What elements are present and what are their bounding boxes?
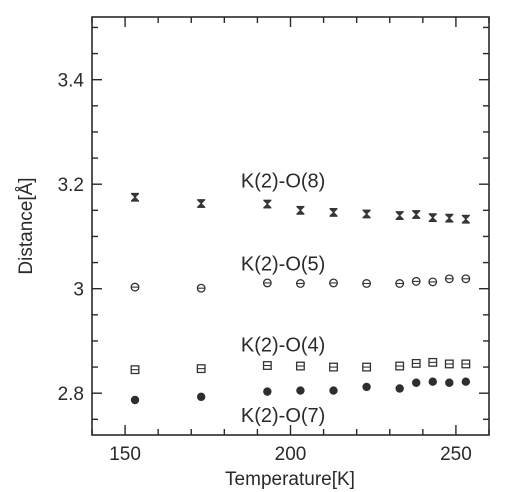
- data-point: [362, 362, 372, 372]
- data-point: [196, 392, 206, 402]
- data-point: [329, 208, 338, 217]
- data-point: [130, 395, 140, 405]
- data-point: [362, 382, 371, 392]
- data-point: [461, 359, 471, 369]
- data-points: [130, 192, 471, 405]
- x-tick-label: 250: [440, 444, 472, 465]
- data-point: [428, 277, 438, 287]
- data-point: [130, 365, 140, 375]
- y-tick-label: 3: [73, 280, 84, 301]
- x-axis-label: Temperature[K]: [225, 469, 355, 490]
- data-point: [412, 210, 421, 219]
- series-label: K(2)-O(5): [241, 254, 325, 276]
- data-point: [130, 282, 140, 292]
- data-point: [262, 278, 272, 288]
- data-point: [263, 387, 272, 396]
- series-label: K(2)-O(7): [241, 405, 325, 427]
- data-point: [395, 384, 404, 393]
- data-point: [295, 279, 305, 288]
- data-point: [329, 278, 338, 288]
- series-labels: K(2)-O(8) K(2)-O(5) K(2)-O(4) K(2)-O(7): [241, 171, 325, 428]
- plot-frame: [91, 16, 490, 436]
- y-tick-label: 2.8: [58, 384, 84, 405]
- data-point: [461, 274, 471, 284]
- data-point: [461, 377, 471, 386]
- data-point: [428, 213, 437, 223]
- data-point: [295, 361, 305, 371]
- data-point: [296, 205, 305, 215]
- data-point: [428, 357, 438, 367]
- series-label: K(2)-O(8): [241, 171, 325, 193]
- data-point: [196, 283, 206, 293]
- data-point: [296, 386, 305, 395]
- data-point: [412, 378, 421, 387]
- data-point: [262, 361, 272, 370]
- y-tick-label: 3.4: [58, 71, 85, 92]
- data-point: [362, 209, 371, 219]
- data-point: [131, 192, 140, 202]
- data-point: [411, 358, 421, 368]
- data-point: [362, 279, 372, 288]
- y-tick-label: 3.2: [58, 175, 84, 196]
- x-tick-label: 150: [109, 444, 141, 465]
- data-point: [395, 211, 404, 220]
- data-point: [329, 386, 338, 395]
- data-point: [428, 377, 437, 386]
- y-axis-label: Distance[Å]: [16, 177, 37, 274]
- data-point: [196, 364, 206, 374]
- series-label: K(2)-O(4): [241, 335, 325, 357]
- tick-labels: 150 200 250 2.8 3 3.2 3.4: [58, 71, 472, 465]
- data-point: [445, 213, 454, 223]
- data-point: [197, 199, 206, 208]
- data-point: [263, 199, 272, 209]
- x-tick-label: 200: [275, 444, 307, 465]
- data-point: [461, 214, 470, 224]
- data-point: [395, 279, 405, 288]
- axis-ticks: [91, 17, 490, 435]
- data-point: [329, 362, 338, 372]
- data-point: [411, 276, 421, 286]
- data-point: [444, 274, 454, 284]
- data-point: [444, 359, 454, 369]
- data-point: [445, 378, 454, 387]
- data-point: [395, 361, 405, 371]
